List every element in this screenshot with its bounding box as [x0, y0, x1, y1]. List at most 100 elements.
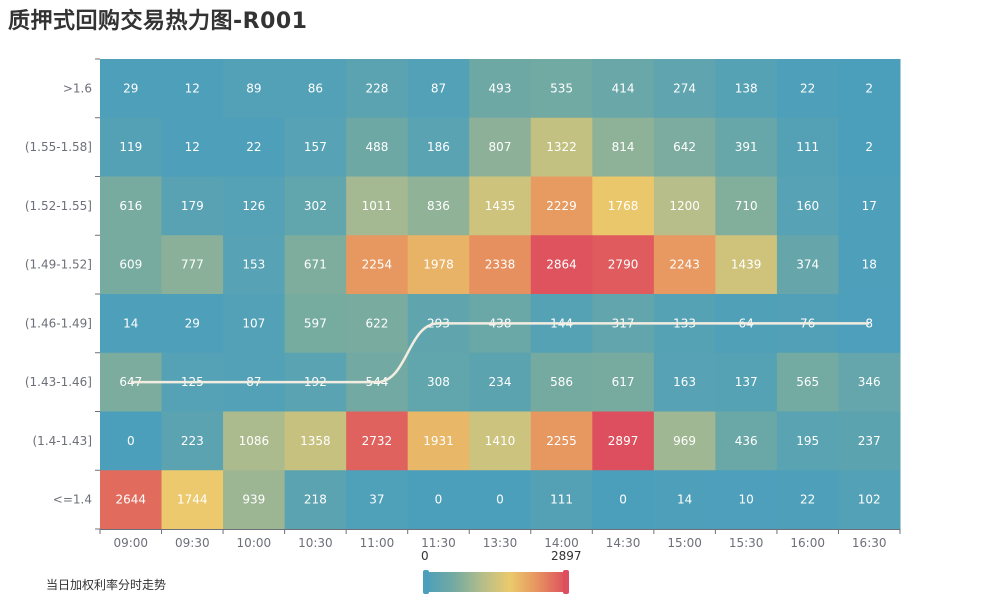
visual-map-min-handle[interactable]: [423, 570, 429, 594]
heatmap-cell: [715, 352, 778, 412]
cell-value-label: 2897: [608, 434, 639, 448]
cell-value-label: 671: [304, 258, 327, 272]
x-tick-label: 09:00: [113, 536, 148, 550]
heatmap-cell: [161, 117, 224, 177]
heatmap-cell: [161, 411, 224, 471]
visual-map-max-handle[interactable]: [563, 570, 569, 594]
heatmap-cell: [161, 470, 224, 530]
x-tick-label: 16:30: [852, 536, 887, 550]
cell-value-label: 1200: [669, 199, 700, 213]
cell-value-label: 0: [496, 493, 504, 507]
cell-value-label: 274: [673, 81, 696, 95]
heatmap-cell: [407, 176, 470, 236]
heatmap-cell: [715, 470, 778, 530]
heatmap-cell: [653, 176, 716, 236]
cell-value-label: 2: [865, 140, 873, 154]
cell-value-label: 1768: [608, 199, 639, 213]
cell-value-label: 119: [119, 140, 142, 154]
heatmap-cell: [284, 470, 347, 530]
heatmap-cell: [100, 294, 163, 354]
heatmap-cell: [223, 411, 286, 471]
cell-value-label: 179: [181, 199, 204, 213]
heatmap-cell: [161, 176, 224, 236]
cell-value-label: 234: [489, 375, 512, 389]
cell-value-label: 969: [673, 434, 696, 448]
cell-value-label: 12: [185, 140, 200, 154]
x-tick-label: 15:30: [729, 536, 764, 550]
x-tick-label: 14:30: [606, 536, 641, 550]
heatmap-cell: [284, 176, 347, 236]
y-tick-label: (1.43-1.46]: [25, 375, 92, 389]
heatmap-cell: [653, 235, 716, 295]
x-tick-label: 10:00: [237, 536, 272, 550]
cell-value-label: 223: [181, 434, 204, 448]
cell-value-label: 535: [550, 81, 573, 95]
cell-value-label: 228: [365, 81, 388, 95]
heatmap-cell: [776, 470, 839, 530]
visual-map-max-label: 2897: [551, 549, 582, 563]
cell-value-label: 1439: [731, 258, 762, 272]
heatmap-cell: [407, 470, 470, 530]
heatmap-cell: [100, 411, 163, 471]
heatmap-cell: [715, 176, 778, 236]
cell-value-label: 0: [619, 493, 627, 507]
heatmap-cell: [592, 117, 655, 177]
cell-value-label: 2732: [362, 434, 393, 448]
heatmap-cell: [776, 59, 839, 119]
x-tick-label: 10:30: [298, 536, 333, 550]
heatmap-cell: [592, 352, 655, 412]
heatmap-cell: [715, 117, 778, 177]
heatmap-cell: [530, 411, 593, 471]
x-tick-label: 16:00: [790, 536, 825, 550]
heatmap-cell: [592, 411, 655, 471]
cell-value-label: 12: [185, 81, 200, 95]
cell-value-label: 111: [550, 493, 573, 507]
y-tick-label: >1.6: [63, 81, 92, 95]
cell-value-label: 0: [127, 434, 135, 448]
axes: 09:00 09:30 10:00 10:30 11:00 11:30 13:30 14:00…: [25, 58, 901, 550]
cell-value-label: 111: [796, 140, 819, 154]
trend-line-caption: 当日加权利率分时走势: [46, 578, 167, 592]
x-tick-label: 09:30: [175, 536, 210, 550]
heatmap-cell: [284, 59, 347, 119]
heatmap-cell: [653, 470, 716, 530]
cell-value-label: 2790: [608, 258, 639, 272]
heatmap-cell: [653, 411, 716, 471]
cell-value-label: 2243: [669, 258, 700, 272]
heatmap-cell: [838, 59, 901, 119]
cell-value-label: 1086: [239, 434, 270, 448]
heatmap-cell: [592, 235, 655, 295]
x-tick-label: 13:30: [483, 536, 518, 550]
cell-value-label: 586: [550, 375, 573, 389]
cell-value-label: 1978: [423, 258, 454, 272]
heatmap-cell: [223, 176, 286, 236]
x-tick-label: 15:00: [667, 536, 702, 550]
heatmap-cell: [469, 411, 532, 471]
heatmap-cell: [838, 470, 901, 530]
cell-value-label: 22: [800, 493, 815, 507]
cell-value-label: 939: [242, 493, 265, 507]
heatmap-cell: [530, 176, 593, 236]
cell-value-label: 2255: [546, 434, 577, 448]
cell-value-label: 1011: [362, 199, 393, 213]
visual-map-bar[interactable]: [426, 572, 566, 592]
heatmap-cell: [407, 117, 470, 177]
cell-value-label: 29: [185, 316, 200, 330]
heatmap-cell: [223, 59, 286, 119]
heatmap-cell: [469, 352, 532, 412]
x-tick-label: 11:30: [421, 536, 456, 550]
cell-value-label: 807: [489, 140, 512, 154]
chart-title: 质押式回购交易热力图-R001: [8, 9, 308, 34]
cell-value-label: 2: [865, 81, 873, 95]
cell-value-label: 616: [119, 199, 142, 213]
y-tick-label: (1.55-1.58]: [25, 140, 92, 154]
heatmap-cell: [653, 59, 716, 119]
heatmap-cell: [715, 411, 778, 471]
heatmap-cell: [161, 235, 224, 295]
cell-value-label: 0: [435, 493, 443, 507]
cell-value-label: 102: [858, 493, 881, 507]
heatmap-cell: [100, 470, 163, 530]
heatmap-cell: [530, 470, 593, 530]
heatmap-cell: [653, 352, 716, 412]
